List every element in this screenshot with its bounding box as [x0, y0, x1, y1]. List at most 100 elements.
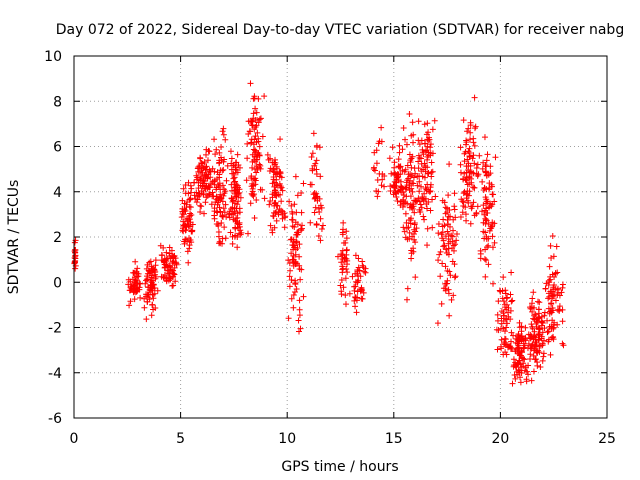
data-point	[468, 175, 475, 182]
data-point	[309, 150, 316, 157]
data-point	[415, 118, 422, 125]
data-point	[375, 188, 382, 195]
data-point	[253, 109, 260, 116]
data-point	[354, 278, 361, 285]
data-point	[216, 149, 223, 156]
data-point	[187, 182, 194, 189]
data-point	[289, 256, 296, 263]
data-point	[143, 277, 150, 284]
x-tick-label: 25	[598, 431, 616, 447]
data-point	[448, 296, 455, 303]
data-point	[193, 189, 200, 196]
x-tick-label: 20	[491, 431, 509, 447]
data-point	[405, 175, 412, 182]
data-point	[343, 228, 350, 235]
y-tick-label: -6	[48, 411, 62, 427]
data-point	[504, 320, 511, 327]
data-point	[171, 271, 178, 278]
data-point	[185, 259, 192, 266]
data-point	[544, 317, 551, 324]
data-point	[187, 236, 194, 243]
data-point	[532, 311, 539, 318]
data-point	[503, 306, 510, 313]
data-point	[469, 203, 476, 210]
data-point	[411, 209, 418, 216]
data-point	[459, 198, 466, 205]
data-point	[467, 129, 474, 136]
data-point	[471, 142, 478, 149]
data-point	[220, 131, 227, 138]
data-point	[206, 190, 213, 197]
data-point	[227, 148, 234, 155]
data-point	[212, 151, 219, 158]
data-point	[420, 213, 427, 220]
data-point	[234, 186, 241, 193]
data-point	[452, 241, 459, 248]
data-point	[483, 163, 490, 170]
data-point	[443, 246, 450, 253]
data-point	[461, 158, 468, 165]
data-point	[339, 247, 346, 254]
data-point	[483, 157, 490, 164]
data-point	[396, 142, 403, 149]
data-point	[475, 171, 482, 178]
data-point	[288, 295, 295, 302]
data-point	[170, 282, 177, 289]
data-point	[287, 267, 294, 274]
data-point	[494, 346, 501, 353]
data-point	[411, 165, 418, 172]
data-point	[271, 183, 278, 190]
data-point	[273, 192, 280, 199]
data-point	[220, 125, 227, 132]
data-point	[293, 239, 300, 246]
data-point	[438, 300, 445, 307]
data-point	[229, 170, 236, 177]
data-point	[482, 229, 489, 236]
data-point	[184, 220, 191, 227]
data-point	[559, 306, 566, 313]
data-point	[149, 291, 156, 298]
data-point	[491, 220, 498, 227]
data-point	[251, 95, 258, 102]
data-point	[442, 204, 449, 211]
data-point	[342, 239, 349, 246]
data-point	[195, 164, 202, 171]
data-point	[270, 166, 277, 173]
data-point	[508, 338, 515, 345]
data-point	[552, 297, 559, 304]
data-point	[481, 184, 488, 191]
data-point	[424, 205, 431, 212]
data-point	[467, 220, 474, 227]
data-point	[216, 174, 223, 181]
data-point	[203, 171, 210, 178]
data-point	[309, 167, 316, 174]
data-point	[427, 141, 434, 148]
data-point	[554, 292, 561, 299]
data-point	[548, 300, 555, 307]
data-point	[247, 140, 254, 147]
data-point	[452, 214, 459, 221]
data-point	[245, 131, 252, 138]
data-point	[428, 173, 435, 180]
data-point	[527, 344, 534, 351]
data-point	[250, 193, 257, 200]
data-point	[197, 155, 204, 162]
data-point	[549, 271, 556, 278]
data-point	[254, 156, 261, 163]
data-point	[444, 228, 451, 235]
data-point	[261, 195, 268, 202]
data-point	[236, 223, 243, 230]
data-point	[267, 165, 274, 172]
data-point	[525, 340, 532, 347]
data-point	[219, 167, 226, 174]
data-point	[248, 173, 255, 180]
data-point	[399, 203, 406, 210]
data-point	[234, 220, 241, 227]
data-point	[525, 371, 532, 378]
data-point	[473, 164, 480, 171]
y-tick-label: 0	[53, 275, 62, 291]
data-point	[205, 147, 212, 154]
data-point	[318, 204, 325, 211]
data-point	[252, 116, 259, 123]
